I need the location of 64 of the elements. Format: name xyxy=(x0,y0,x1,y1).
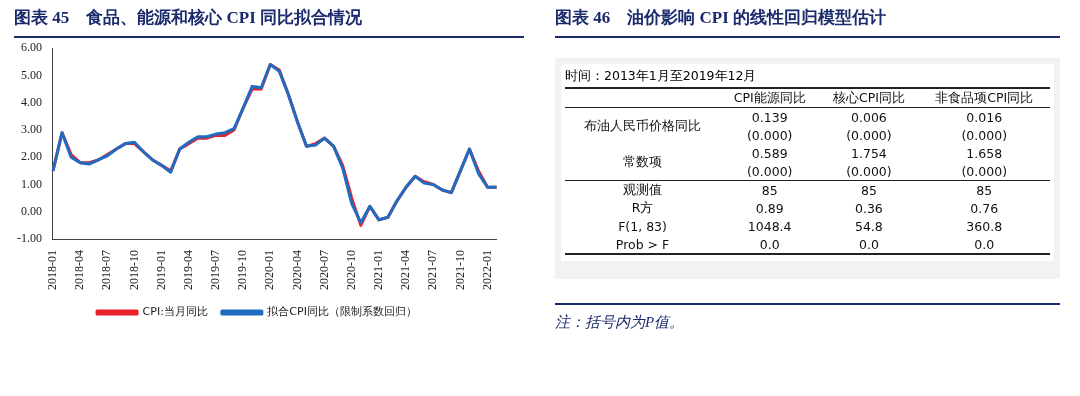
text: 54.8 xyxy=(853,217,884,235)
text: 0.006 xyxy=(850,108,888,126)
y-tick-label: 5.00 xyxy=(21,67,42,82)
text: 0.36 xyxy=(853,199,884,217)
text: 85 xyxy=(859,181,878,199)
chart-title: 图表 45 食品、能源和核心 CPI 同比拟合情况 xyxy=(14,6,524,38)
text: (0.000) xyxy=(960,162,1008,181)
text: R方 xyxy=(630,199,655,217)
text: 布油人民币价格同比 xyxy=(583,116,703,135)
text: 0.016 xyxy=(965,108,1004,126)
text: 0.139 xyxy=(750,108,789,126)
text: 85 xyxy=(760,181,779,199)
text: 时间：2013年1月至2019年12月 xyxy=(565,68,758,85)
x-tick-label: 2019-07 xyxy=(208,250,223,290)
x-tick-label: 2020-01 xyxy=(262,250,277,290)
text: 图表 46 油价影响 CPI 的线性回归模型估计 xyxy=(555,6,1060,38)
text: 0.0 xyxy=(758,235,781,254)
x-tick-label: 2021-10 xyxy=(452,250,467,290)
x-tick-label: 2020-07 xyxy=(316,250,331,290)
text: 核心CPI同比 xyxy=(831,88,906,107)
text: (0.000) xyxy=(745,126,794,144)
text: (0.000) xyxy=(845,126,893,144)
text: (0.000) xyxy=(960,126,1008,144)
x-tick-label: 2022-01 xyxy=(479,250,494,290)
text: 85 xyxy=(975,181,994,199)
text: 0.89 xyxy=(754,199,785,217)
y-tick-label: 1.00 xyxy=(21,176,42,191)
text: Prob > F xyxy=(614,235,671,254)
text: 1048.4 xyxy=(746,217,793,235)
y-tick-label: 0.00 xyxy=(21,203,42,218)
text: 常数项 xyxy=(622,152,664,171)
text: CPI能源同比 xyxy=(732,88,807,107)
x-tick-label: 2019-04 xyxy=(180,250,195,290)
text: 1.754 xyxy=(850,144,888,162)
y-tick-label: 4.00 xyxy=(21,94,42,109)
text: 0.76 xyxy=(969,199,1000,217)
text: 非食品项CPI同比 xyxy=(934,88,1035,107)
text: 0.0 xyxy=(857,235,880,254)
text: 观测值 xyxy=(622,180,664,199)
y-tick-label: 2.00 xyxy=(21,149,42,164)
x-tick-label: 2018-07 xyxy=(99,250,114,290)
text: 360.8 xyxy=(965,217,1004,235)
text: 1.658 xyxy=(965,144,1004,162)
text: 注：括号内为P值。 xyxy=(555,303,1060,332)
x-tick-label: 2021-07 xyxy=(425,250,440,290)
text: (0.000) xyxy=(745,162,794,181)
x-tick-label: 2020-04 xyxy=(289,250,304,290)
legend-label: CPI:当月同比 xyxy=(142,305,208,319)
x-tick-label: 2018-04 xyxy=(72,250,87,290)
x-tick-label: 2018-10 xyxy=(126,250,141,290)
y-tick-label: 3.00 xyxy=(21,122,42,137)
x-tick-label: 2019-10 xyxy=(235,250,250,290)
x-tick-label: 2018-01 xyxy=(45,250,60,290)
x-tick-label: 2020-10 xyxy=(343,250,358,290)
y-tick-label: -1.00 xyxy=(17,231,42,246)
text: (0.000) xyxy=(845,162,893,181)
text: 0.589 xyxy=(750,144,789,162)
x-tick-label: 2019-01 xyxy=(153,250,168,290)
text: F(1, 83) xyxy=(617,217,668,235)
text: 0.0 xyxy=(973,235,996,254)
x-tick-label: 2021-01 xyxy=(371,250,386,290)
legend-label: 拟合CPI同比（限制系数回归） xyxy=(267,305,417,319)
y-tick-label: 6.00 xyxy=(21,40,42,55)
x-tick-label: 2021-04 xyxy=(398,250,413,290)
